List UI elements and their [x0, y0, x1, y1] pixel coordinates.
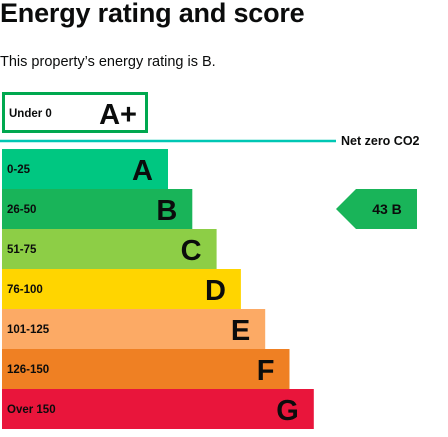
band-a-plus-range: Under 0 [9, 108, 52, 120]
band-g-letter: G [276, 395, 299, 427]
band-a-plus-box [2, 92, 148, 133]
band-a-letter: A [132, 155, 153, 187]
band-a-bar [2, 149, 168, 189]
band-c-range: 51-75 [7, 244, 37, 256]
band-a-plus-letter: A+ [99, 99, 137, 131]
band-g-range: Over 150 [7, 404, 56, 416]
band-f-letter: F [257, 355, 275, 387]
band-c-letter: C [181, 235, 202, 267]
band-f-range: 126-150 [7, 364, 49, 376]
band-b-range: 26-50 [7, 204, 36, 216]
band-e-bar [2, 309, 266, 349]
page-title: Energy rating and score [0, 0, 305, 28]
page-subtitle: This property’s energy rating is B. [0, 54, 216, 70]
band-b-letter: B [156, 195, 177, 227]
current-rating-pointer [336, 189, 417, 229]
net-zero-label: Net zero CO2 [341, 134, 420, 148]
band-d-range: 76-100 [7, 284, 43, 296]
band-a-range: 0-25 [7, 164, 31, 176]
band-d-bar [2, 269, 241, 309]
band-g-bar [2, 389, 314, 429]
band-b-bar [2, 189, 193, 229]
band-e-range: 101-125 [7, 324, 50, 336]
current-rating-label: 43 B [372, 201, 402, 217]
band-e-letter: E [231, 315, 250, 347]
band-d-letter: D [205, 275, 226, 307]
band-f-bar [2, 349, 290, 389]
band-c-bar [2, 229, 217, 269]
